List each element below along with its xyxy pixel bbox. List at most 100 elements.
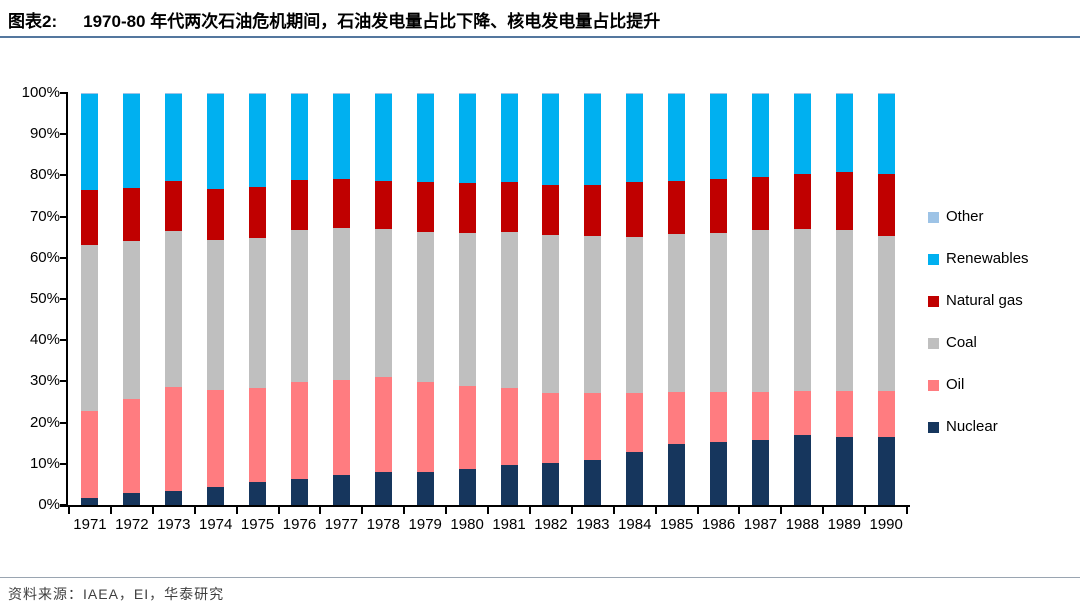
x-axis-label-1973: 1973 [157,516,191,533]
bar-column-1980 [446,93,488,505]
x-axis-label-1990: 1990 [869,516,903,533]
bar-segment-coal-1982 [542,234,560,393]
bar-segment-coal-1985 [668,233,686,393]
bar-segment-other-1989 [835,93,853,95]
bar-segment-other-1980 [458,93,476,95]
legend-label-coal: Coal [946,334,977,351]
legend-swatch-renewables [928,253,939,265]
bar-segment-natural-gas-1979 [416,181,434,233]
bar-segment-other-1977 [332,93,350,95]
bar-column-1972 [111,93,153,505]
bar-column-1985 [656,93,698,505]
bar-segment-coal-1990 [877,235,895,391]
y-axis-label-70: 70% [29,207,60,225]
source-note: 资料来源：IAEA，EI，华泰研究 [8,586,225,602]
y-axis-label-20: 20% [29,413,60,431]
stacked-bar-1983 [584,93,602,505]
x-tick-20 [906,507,908,514]
y-axis-label-30: 30% [29,372,60,390]
bar-segment-oil-1982 [542,392,560,463]
y-axis-label-0: 0% [38,496,60,513]
bar-segment-oil-1975 [249,388,267,482]
bar-column-1978 [362,93,404,505]
y-axis-label-60: 60% [29,248,60,266]
legend-item-nuclear: Nuclear [928,419,1029,435]
y-axis-label-10: 10% [29,454,60,472]
bar-segment-other-1985 [668,93,686,95]
bar-segment-coal-1974 [207,239,225,390]
bar-column-1986 [698,93,740,505]
legend-item-oil: Oil [928,377,1029,393]
bar-segment-renewables-1976 [290,94,308,180]
bar-segment-nuclear-1986 [710,442,728,505]
x-axis-label-1978: 1978 [366,516,400,533]
bar-segment-oil-1985 [668,392,686,445]
bar-segment-nuclear-1972 [123,493,141,505]
y-axis-label-90: 90% [29,125,60,143]
stacked-bar-1980 [458,93,476,505]
bar-segment-natural-gas-1973 [165,181,183,232]
stacked-bar-1986 [710,93,728,505]
x-axis-label-1983: 1983 [576,516,610,533]
x-axis-label-1986: 1986 [701,516,736,533]
bar-column-1984 [614,93,656,505]
bar-segment-oil-1974 [207,389,225,488]
y-tick-100 [60,92,67,94]
legend-label-oil: Oil [946,376,965,393]
bar-segment-natural-gas-1986 [710,179,728,233]
bar-segment-coal-1979 [416,232,434,383]
stacked-bar-1976 [290,93,308,505]
bar-segment-oil-1980 [458,386,476,470]
stacked-bar-1989 [835,93,853,505]
bar-segment-renewables-1984 [626,94,644,182]
bar-column-1971 [69,93,111,505]
bar-segment-coal-1972 [123,241,141,399]
bar-segment-nuclear-1987 [751,440,769,505]
bar-column-1974 [195,93,237,505]
title-divider [0,36,1080,38]
bar-segment-oil-1971 [81,411,99,498]
bar-segment-coal-1989 [835,230,853,392]
y-tick-70 [60,215,67,218]
legend-label-renewables: Renewables [946,250,1029,267]
bar-segment-natural-gas-1982 [542,184,560,235]
bar-segment-renewables-1983 [584,94,602,185]
bar-segment-nuclear-1984 [626,451,644,505]
x-tick-8 [403,507,406,514]
bar-segment-oil-1988 [793,390,811,436]
bar-segment-other-1974 [207,93,225,95]
stacked-bar-1982 [542,93,560,505]
x-tick-12 [570,507,573,514]
bar-segment-nuclear-1971 [81,497,99,505]
bar-column-1987 [740,93,782,505]
legend-swatch-coal [928,337,939,349]
bar-segment-renewables-1988 [793,94,811,175]
stacked-bar-1987 [751,93,769,505]
x-axis-label-1979: 1979 [408,516,442,533]
x-tick-4 [235,507,238,514]
legend-swatch-other [928,211,939,223]
bar-segment-nuclear-1989 [835,436,853,505]
stacked-bar-1977 [332,93,350,505]
bar-segment-renewables-1975 [249,94,267,188]
bar-segment-other-1982 [542,93,560,95]
bar-segment-oil-1977 [332,379,350,476]
bar-segment-oil-1986 [710,391,728,443]
x-axis-label-1974: 1974 [198,516,233,533]
y-tick-80 [60,174,67,177]
bar-column-1973 [153,93,195,505]
bar-segment-oil-1989 [835,391,853,437]
y-tick-0 [60,504,67,506]
x-axis-label-1982: 1982 [534,516,568,533]
x-tick-5 [277,507,280,514]
bar-segment-other-1984 [626,93,644,95]
bar-segment-renewables-1982 [542,94,560,185]
x-axis-label-1972: 1972 [115,516,149,533]
bar-segment-natural-gas-1978 [374,180,392,229]
legend-label-natural-gas: Natural gas [946,292,1023,309]
figure-title-text: 1970-80 年代两次石油危机期间，石油发电量占比下降、核电发电量占比提升 [83,12,661,31]
bar-segment-natural-gas-1977 [332,178,350,228]
bar-segment-nuclear-1976 [290,479,308,505]
x-axis-label-1976: 1976 [282,516,317,533]
